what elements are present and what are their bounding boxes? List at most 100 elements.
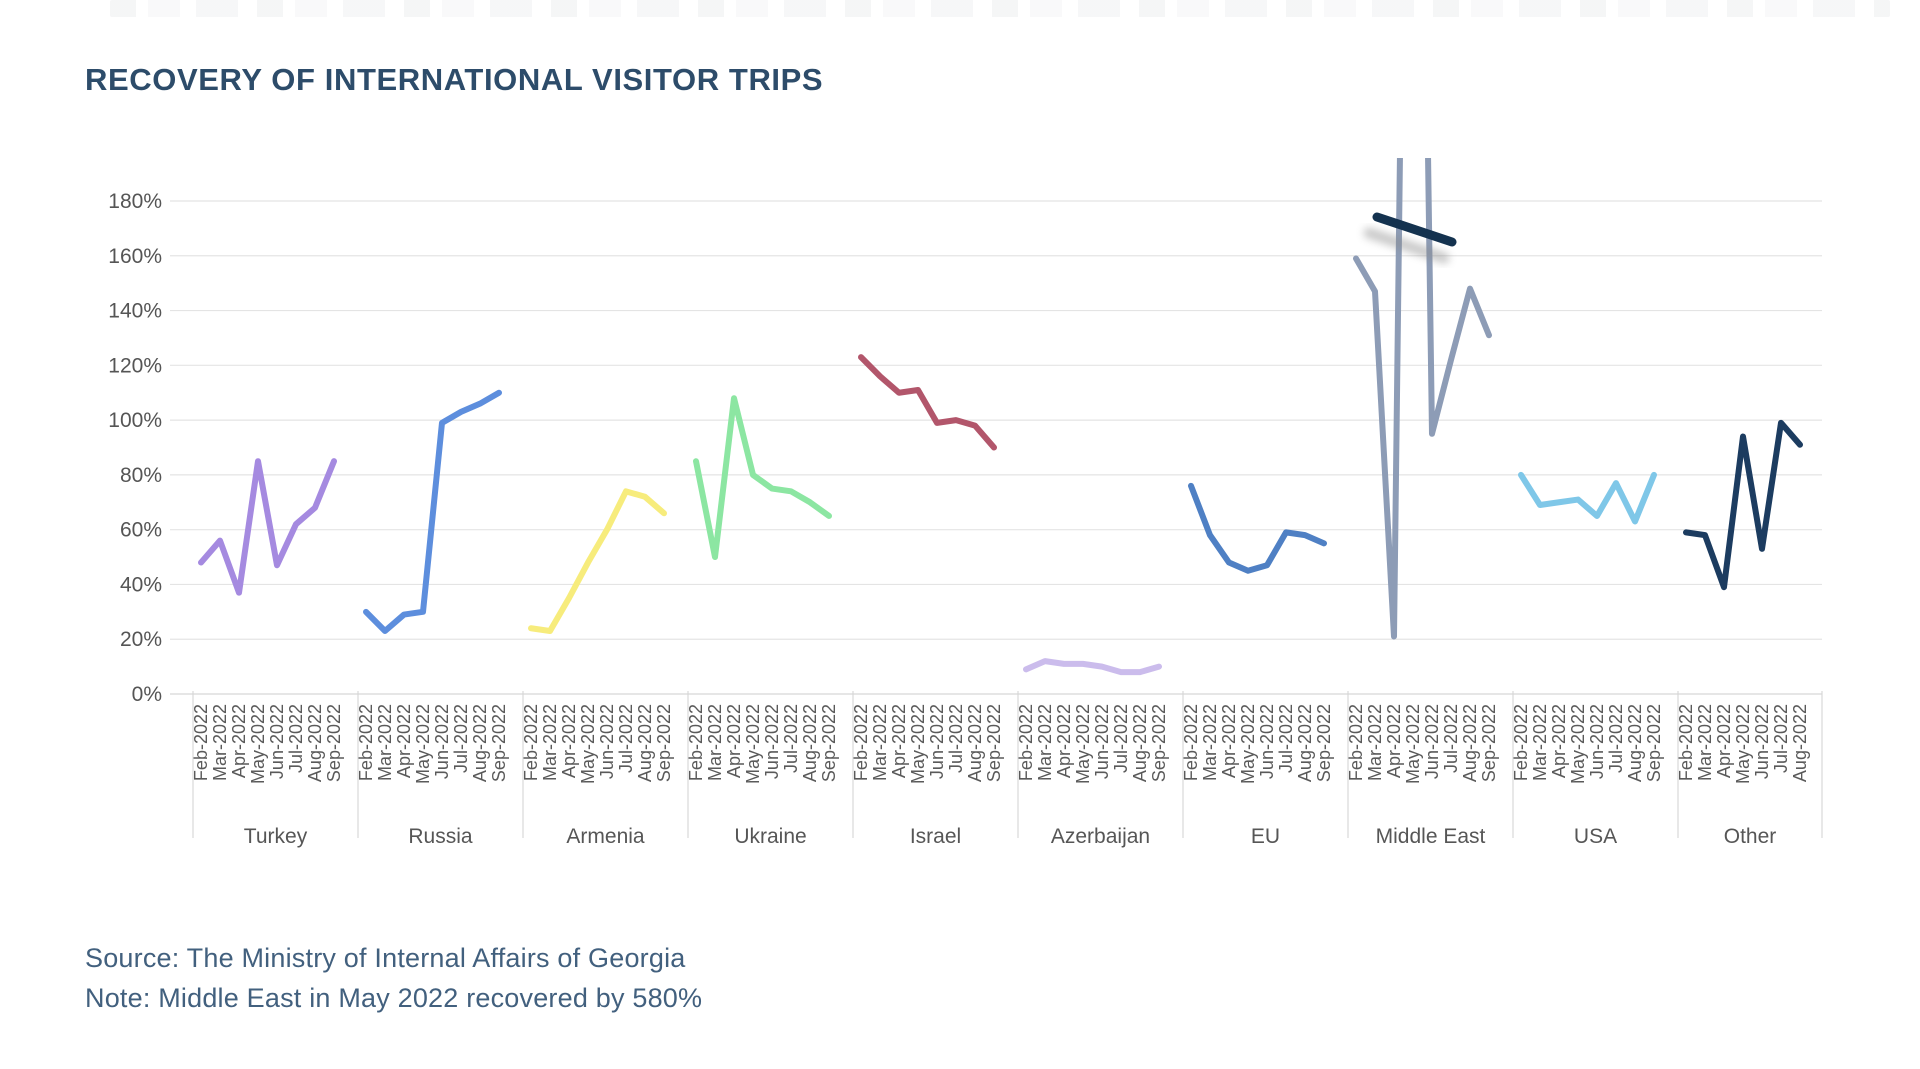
month-tick-russia-Mar-2022: Mar-2022	[375, 704, 395, 781]
y-tick-160%: 160%	[108, 245, 162, 268]
y-tick-80%: 80%	[120, 464, 162, 487]
month-tick-usa-Jun-2022: Jun-2022	[1587, 704, 1607, 779]
month-tick-eu-May-2022: May-2022	[1238, 704, 1258, 784]
month-tick-israel-Mar-2022: Mar-2022	[870, 704, 890, 781]
country-label-israel: Israel	[910, 825, 961, 848]
month-tick-other-Jun-2022: Jun-2022	[1752, 704, 1772, 779]
month-tick-armenia-Jun-2022: Jun-2022	[597, 704, 617, 779]
y-tick-40%: 40%	[120, 573, 162, 596]
month-tick-israel-Sep-2022: Sep-2022	[984, 704, 1004, 782]
month-tick-usa-Jul-2022: Jul-2022	[1606, 704, 1626, 773]
month-tick-turkey-Apr-2022: Apr-2022	[229, 704, 249, 778]
month-tick-armenia-Sep-2022: Sep-2022	[654, 704, 674, 782]
month-tick-other-Mar-2022: Mar-2022	[1695, 704, 1715, 781]
month-tick-other-May-2022: May-2022	[1733, 704, 1753, 784]
month-tick-russia-Jun-2022: Jun-2022	[432, 704, 452, 779]
month-tick-ukraine-Jul-2022: Jul-2022	[781, 704, 801, 773]
month-tick-israel-Jul-2022: Jul-2022	[946, 704, 966, 773]
month-tick-middle-east-Jul-2022: Jul-2022	[1441, 704, 1461, 773]
month-tick-azerbaijan-Feb-2022: Feb-2022	[1016, 704, 1036, 781]
country-label-other: Other	[1724, 825, 1777, 848]
month-tick-middle-east-Aug-2022: Aug-2022	[1460, 704, 1480, 782]
month-tick-armenia-Mar-2022: Mar-2022	[540, 704, 560, 781]
month-tick-eu-Sep-2022: Sep-2022	[1314, 704, 1334, 782]
month-tick-turkey-Mar-2022: Mar-2022	[210, 704, 230, 781]
series-line-turkey	[198, 458, 337, 596]
month-tick-middle-east-Sep-2022: Sep-2022	[1479, 704, 1499, 782]
month-tick-ukraine-Jun-2022: Jun-2022	[762, 704, 782, 779]
month-tick-russia-May-2022: May-2022	[413, 704, 433, 784]
x-axis-month-labels: Feb-2022 Mar-2022 Apr-2022 May-2022 Jun-2022…	[191, 704, 1810, 784]
series-line-russia	[363, 389, 502, 635]
month-tick-russia-Apr-2022: Apr-2022	[394, 704, 414, 778]
month-tick-middle-east-May-2022: May-2022	[1403, 704, 1423, 784]
series-line-eu	[1188, 482, 1327, 574]
month-tick-israel-Apr-2022: Apr-2022	[889, 704, 909, 778]
month-tick-armenia-Aug-2022: Aug-2022	[635, 704, 655, 782]
axis-break-bar-shadow	[1363, 227, 1450, 264]
month-tick-usa-Sep-2022: Sep-2022	[1644, 704, 1664, 782]
month-tick-turkey-Jul-2022: Jul-2022	[286, 704, 306, 773]
month-tick-usa-May-2022: May-2022	[1568, 704, 1588, 784]
month-tick-eu-Aug-2022: Aug-2022	[1295, 704, 1315, 782]
series-line-azerbaijan	[1023, 658, 1162, 676]
cropped-text-artifact	[110, 0, 1890, 17]
country-label-middle-east: Middle East	[1376, 825, 1486, 848]
month-tick-ukraine-Apr-2022: Apr-2022	[724, 704, 744, 778]
month-tick-armenia-Feb-2022: Feb-2022	[521, 704, 541, 781]
month-tick-armenia-Apr-2022: Apr-2022	[559, 704, 579, 778]
month-tick-eu-Feb-2022: Feb-2022	[1181, 704, 1201, 781]
month-tick-russia-Sep-2022: Sep-2022	[489, 704, 509, 782]
month-tick-ukraine-May-2022: May-2022	[743, 704, 763, 784]
month-tick-ukraine-Sep-2022: Sep-2022	[819, 704, 839, 782]
month-tick-other-Aug-2022: Aug-2022	[1790, 704, 1810, 782]
month-tick-israel-May-2022: May-2022	[908, 704, 928, 784]
y-tick-0%: 0%	[132, 683, 162, 706]
series-line-usa	[1518, 471, 1657, 525]
month-tick-other-Apr-2022: Apr-2022	[1714, 704, 1734, 778]
month-tick-middle-east-Jun-2022: Jun-2022	[1422, 704, 1442, 779]
country-label-armenia: Armenia	[566, 825, 645, 848]
month-tick-azerbaijan-Jul-2022: Jul-2022	[1111, 704, 1131, 773]
month-tick-israel-Feb-2022: Feb-2022	[851, 704, 871, 781]
series-line-armenia	[528, 488, 667, 635]
y-tick-140%: 140%	[108, 300, 162, 323]
footer-notes: Source: The Ministry of Internal Affairs…	[85, 938, 702, 1018]
month-tick-azerbaijan-Apr-2022: Apr-2022	[1054, 704, 1074, 778]
y-tick-20%: 20%	[120, 628, 162, 651]
month-tick-ukraine-Aug-2022: Aug-2022	[800, 704, 820, 782]
month-tick-israel-Jun-2022: Jun-2022	[927, 704, 947, 779]
month-tick-turkey-Sep-2022: Sep-2022	[324, 704, 344, 782]
country-label-azerbaijan: Azerbaijan	[1051, 825, 1150, 848]
month-tick-other-Feb-2022: Feb-2022	[1676, 704, 1696, 781]
month-tick-usa-Mar-2022: Mar-2022	[1530, 704, 1550, 781]
series-line-israel	[858, 354, 997, 451]
month-tick-ukraine-Feb-2022: Feb-2022	[686, 704, 706, 781]
country-label-turkey: Turkey	[244, 825, 308, 848]
month-tick-turkey-Feb-2022: Feb-2022	[191, 704, 211, 781]
y-tick-120%: 120%	[108, 354, 162, 377]
month-tick-azerbaijan-Mar-2022: Mar-2022	[1035, 704, 1055, 781]
y-tick-100%: 100%	[108, 409, 162, 432]
month-tick-usa-Apr-2022: Apr-2022	[1549, 704, 1569, 778]
month-tick-turkey-Jun-2022: Jun-2022	[267, 704, 287, 779]
series-line-other	[1683, 419, 1803, 591]
x-axis-country-labels: Turkey Russia Armenia Ukraine Israel Azerbaij…	[244, 825, 1776, 848]
country-label-russia: Russia	[408, 825, 473, 848]
month-tick-eu-Jul-2022: Jul-2022	[1276, 704, 1296, 773]
month-tick-russia-Aug-2022: Aug-2022	[470, 704, 490, 782]
country-label-usa: USA	[1574, 825, 1617, 848]
y-tick-180%: 180%	[108, 190, 162, 213]
country-label-eu: EU	[1251, 825, 1280, 848]
y-axis-tick-labels: 0% 20% 40% 60% 80% 100% 120% 140% 160% 180%	[108, 190, 162, 706]
month-tick-azerbaijan-May-2022: May-2022	[1073, 704, 1093, 784]
month-tick-russia-Feb-2022: Feb-2022	[356, 704, 376, 781]
month-tick-armenia-Jul-2022: Jul-2022	[616, 704, 636, 773]
month-tick-eu-Jun-2022: Jun-2022	[1257, 704, 1277, 779]
series-line-middle-east	[1353, 158, 1492, 640]
series-line-ukraine	[693, 395, 832, 561]
month-tick-other-Jul-2022: Jul-2022	[1771, 704, 1791, 773]
page-title: RECOVERY OF INTERNATIONAL VISITOR TRIPS	[85, 62, 824, 97]
month-tick-azerbaijan-Aug-2022: Aug-2022	[1130, 704, 1150, 782]
